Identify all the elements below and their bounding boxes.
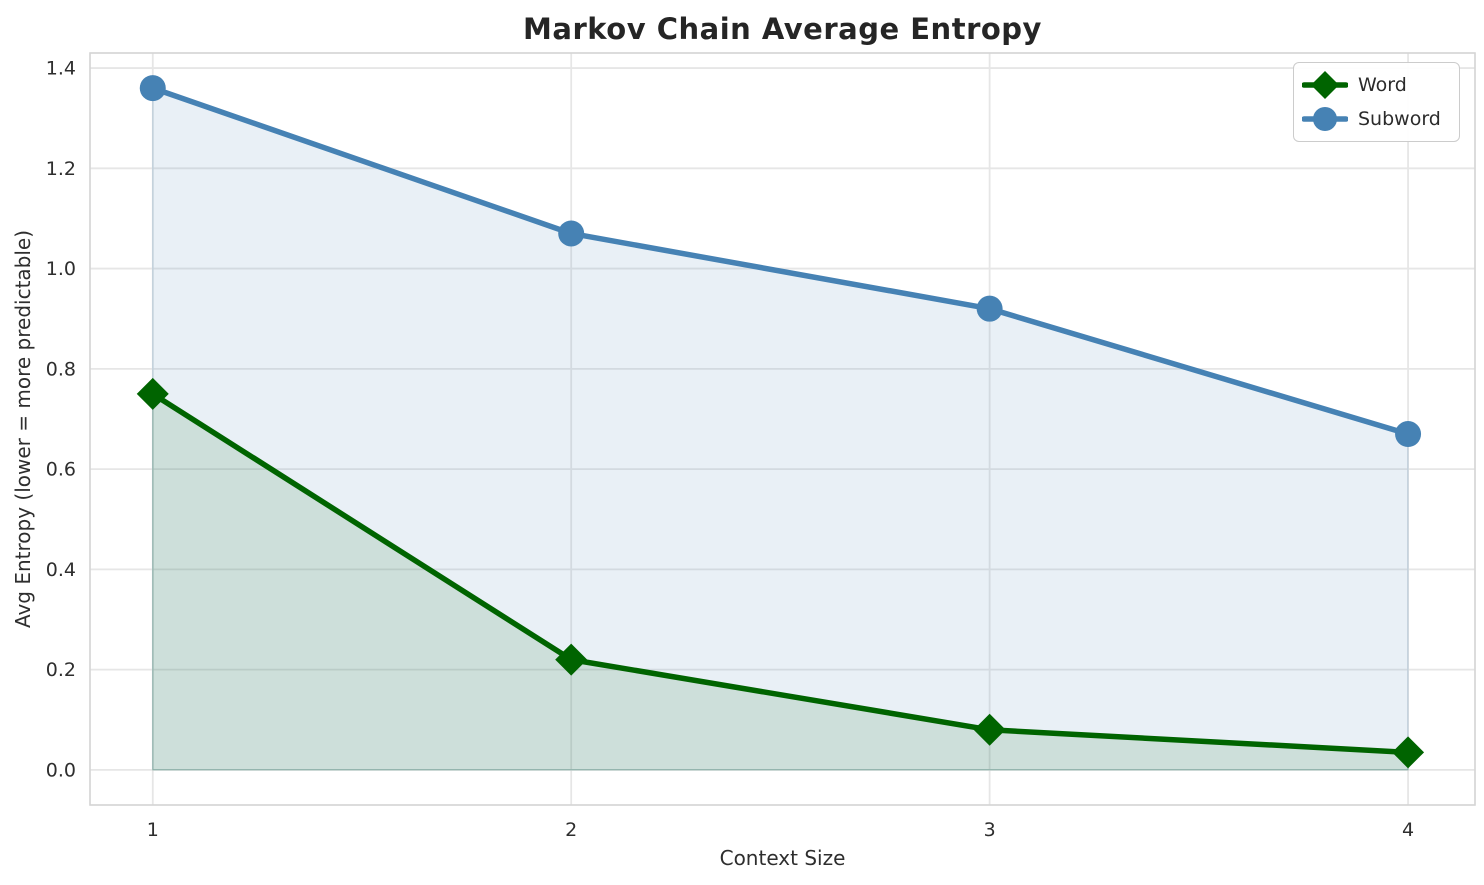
- data-point-subword-x2: [558, 220, 585, 247]
- y-tick-label: 0.4: [46, 559, 76, 581]
- chart-title: Markov Chain Average Entropy: [523, 12, 1042, 46]
- word-diamond-marker-icon: [1301, 71, 1349, 99]
- x-tick-label: 3: [984, 819, 996, 841]
- data-point-word-x1: [136, 377, 169, 410]
- y-tick-label: 0.8: [46, 358, 76, 380]
- x-tick-label: 1: [147, 819, 159, 841]
- plot-border: [89, 52, 1476, 806]
- legend-circle-glyph: [1301, 107, 1349, 131]
- data-point-word-x2: [555, 643, 588, 676]
- y-tick-label: 1.2: [46, 158, 76, 180]
- data-point-subword-x3: [976, 295, 1003, 322]
- legend-item-word: Word: [1301, 70, 1447, 100]
- series-line-word: [150, 391, 1411, 756]
- y-tick-label: 1.0: [46, 258, 76, 280]
- x-tick-label: 4: [1402, 819, 1414, 841]
- legend-label-word: Word: [1358, 74, 1407, 96]
- y-axis-label: Avg Entropy (lower = more predictable): [11, 229, 35, 629]
- y-tick-label: 0.2: [46, 659, 76, 681]
- y-tick-label: 0.0: [46, 759, 76, 781]
- legend: Word Subword: [1293, 62, 1460, 142]
- y-tick-label: 1.4: [46, 58, 76, 80]
- legend-label-subword: Subword: [1358, 108, 1441, 130]
- data-point-subword-x4: [1395, 421, 1422, 448]
- data-point-subword-x1: [139, 75, 166, 102]
- legend-circle-marker: [1313, 107, 1337, 131]
- x-tick-label: 2: [565, 819, 577, 841]
- data-point-word-x3: [973, 713, 1006, 746]
- series-line-subword: [150, 85, 1411, 437]
- subword-circle-marker-icon: [1301, 105, 1349, 133]
- y-tick-label: 0.6: [46, 459, 76, 481]
- legend-diamond-glyph: [1301, 71, 1349, 99]
- area-fill-subword: [152, 87, 1409, 771]
- legend-diamond-marker: [1311, 71, 1339, 99]
- x-axis-label: Context Size: [719, 846, 846, 870]
- data-point-word-x4: [1392, 736, 1425, 769]
- legend-item-subword: Subword: [1301, 104, 1447, 134]
